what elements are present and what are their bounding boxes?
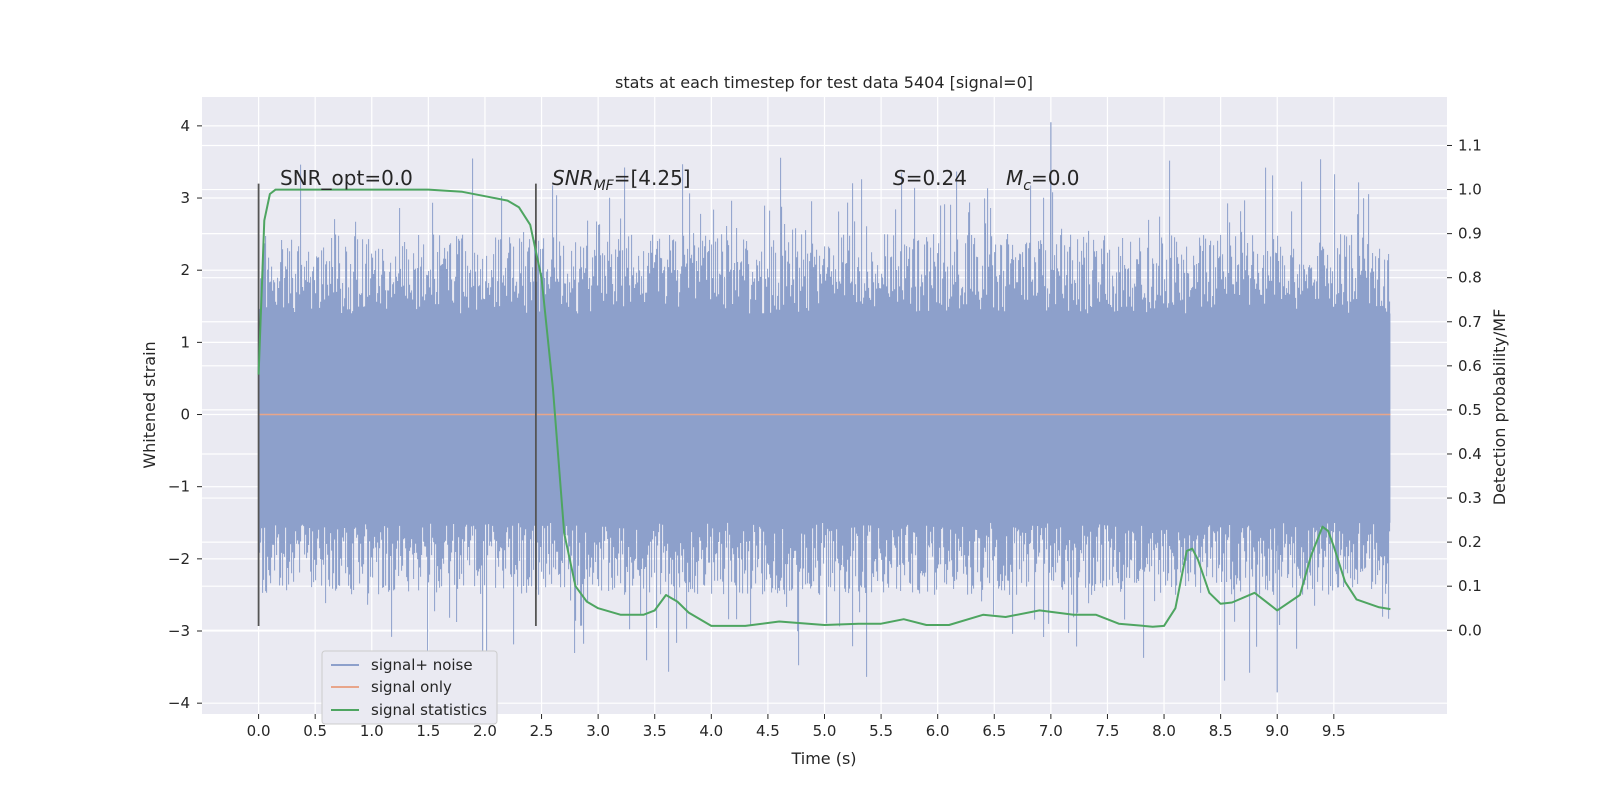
y2-tick-label: 0.5 — [1458, 401, 1482, 419]
x-tick-label: 3.0 — [586, 722, 610, 740]
y2-tick-label: 0.1 — [1458, 577, 1482, 595]
x-tick-label: 6.5 — [982, 722, 1006, 740]
x-tick-label: 8.5 — [1209, 722, 1233, 740]
y2-tick-label: 0.7 — [1458, 313, 1482, 331]
annotation-snr-mf: SNRMF=[4.25] — [552, 166, 691, 194]
x-tick-label: 7.0 — [1039, 722, 1063, 740]
y2-tick-label: 0.2 — [1458, 533, 1482, 551]
x-tick-label: 9.0 — [1265, 722, 1289, 740]
annotation-s: S=0.24 — [893, 166, 967, 190]
x-tick-label: 7.5 — [1096, 722, 1120, 740]
x-tick-label: 1.5 — [416, 722, 440, 740]
x-tick-label: 2.5 — [530, 722, 554, 740]
legend-label-statistics: signal statistics — [371, 701, 487, 719]
y-axis-label: Whitened strain — [140, 341, 159, 468]
y2-tick-label: 0.0 — [1458, 621, 1482, 639]
x-axis-label: Time (s) — [790, 749, 856, 768]
y-tick-label: −2 — [168, 550, 190, 568]
annotation-snr-opt: SNR_opt=0.0 — [280, 166, 413, 190]
x-tick-label: 2.0 — [473, 722, 497, 740]
y2-tick-label: 0.6 — [1458, 357, 1482, 375]
y-tick-label: 1 — [180, 333, 190, 351]
x-tick-label: 0.0 — [247, 722, 271, 740]
y-tick-label: −3 — [168, 622, 190, 640]
x-tick-label: 4.0 — [699, 722, 723, 740]
chart-title: stats at each timestep for test data 540… — [615, 73, 1033, 92]
y-tick-label: 4 — [180, 117, 190, 135]
y-tick-label: 3 — [180, 189, 190, 207]
y2-axis-label: Detection probability/MF — [1490, 309, 1509, 506]
x-tick-label: 9.5 — [1322, 722, 1346, 740]
y-tick-label: 2 — [180, 261, 190, 279]
y2-tick-label: 0.4 — [1458, 445, 1482, 463]
x-tick-label: 8.0 — [1152, 722, 1176, 740]
y2-tick-label: 0.8 — [1458, 269, 1482, 287]
y2-tick-label: 1.0 — [1458, 181, 1482, 199]
x-tick-label: 5.5 — [869, 722, 893, 740]
x-tick-label: 6.0 — [926, 722, 950, 740]
x-tick-label: 5.0 — [813, 722, 837, 740]
legend-label-noise: signal+ noise — [371, 656, 473, 674]
y-tick-label: 0 — [180, 406, 190, 424]
annotation-mc: Mc=0.0 — [1006, 166, 1080, 194]
x-tick-label: 4.5 — [756, 722, 780, 740]
legend-label-signal-only: signal only — [371, 678, 452, 696]
y2-tick-label: 0.3 — [1458, 489, 1482, 507]
x-tick-label: 3.5 — [643, 722, 667, 740]
x-tick-label: 0.5 — [303, 722, 327, 740]
y-tick-label: −4 — [168, 694, 190, 712]
y2-tick-label: 0.9 — [1458, 225, 1482, 243]
y2-tick-label: 1.1 — [1458, 136, 1482, 154]
y-tick-label: −1 — [168, 478, 190, 496]
x-tick-label: 1.0 — [360, 722, 384, 740]
legend: signal+ noise signal only signal statist… — [322, 651, 497, 724]
